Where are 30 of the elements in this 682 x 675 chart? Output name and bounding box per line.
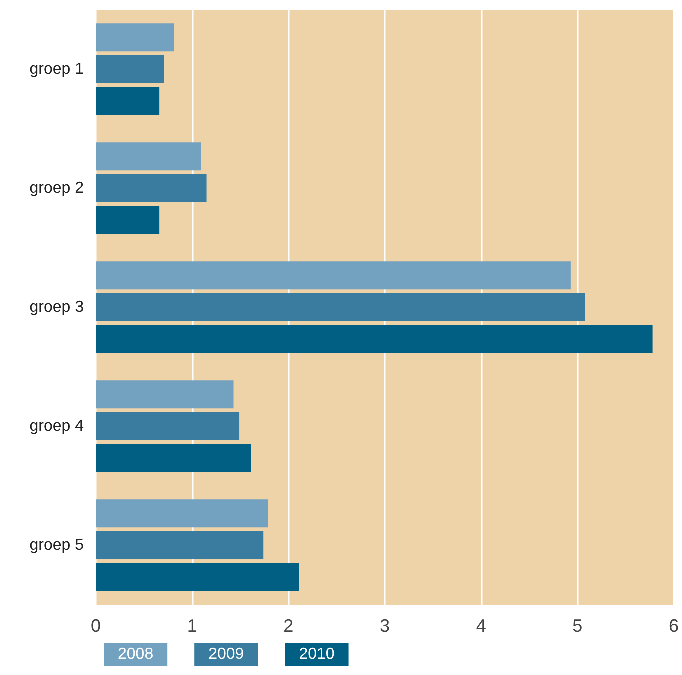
bar [96, 532, 264, 560]
bar [96, 174, 207, 202]
bar [96, 500, 268, 528]
bar [96, 294, 586, 322]
bar [96, 325, 653, 354]
bar [96, 380, 234, 409]
bar [96, 24, 174, 52]
x-tick-label: 6 [668, 616, 679, 636]
text: 2009 [208, 646, 244, 663]
text: 2010 [299, 646, 335, 663]
x-tick-label: 1 [187, 616, 198, 636]
x-tick-label: 0 [90, 616, 102, 636]
text: 2008 [118, 646, 154, 663]
bar [96, 142, 201, 171]
x-tick-label: 2 [284, 616, 294, 636]
y-tick-label: groep 3 [30, 299, 84, 316]
bar [96, 206, 160, 234]
x-tick-label: 5 [572, 616, 583, 636]
x-tick-label: 4 [476, 616, 486, 636]
y-tick-label: groep 5 [30, 537, 84, 554]
bar [96, 563, 300, 592]
y-tick-label: groep 1 [30, 61, 84, 78]
bar [96, 87, 160, 116]
bar [96, 56, 164, 84]
x-tick-label: 3 [380, 616, 390, 636]
bar [96, 412, 240, 440]
y-tick-label: groep 4 [30, 418, 84, 435]
bar [96, 262, 571, 290]
bar [96, 444, 252, 472]
y-tick-label: groep 2 [30, 180, 84, 197]
